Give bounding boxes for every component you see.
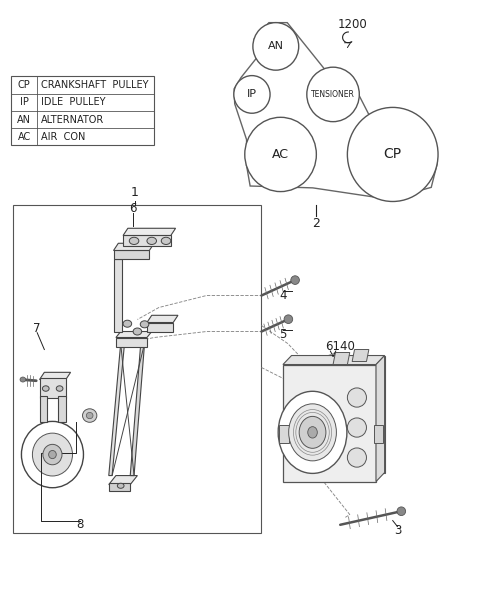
Text: 4: 4	[279, 289, 287, 302]
Ellipse shape	[123, 320, 132, 327]
Ellipse shape	[22, 421, 84, 488]
Ellipse shape	[348, 388, 366, 407]
Ellipse shape	[278, 391, 347, 473]
Text: TENSIONER: TENSIONER	[311, 90, 355, 99]
Text: AC: AC	[272, 148, 289, 161]
Text: 6: 6	[129, 202, 136, 215]
Polygon shape	[373, 425, 383, 443]
Text: 8: 8	[76, 519, 84, 531]
Bar	[13, 206, 262, 532]
Ellipse shape	[83, 409, 97, 422]
Polygon shape	[279, 425, 288, 443]
Text: 6140: 6140	[325, 340, 355, 353]
Ellipse shape	[348, 448, 366, 467]
Ellipse shape	[56, 386, 63, 391]
Ellipse shape	[117, 483, 124, 488]
Polygon shape	[114, 250, 149, 259]
Text: 2: 2	[312, 217, 320, 230]
Text: IP: IP	[20, 97, 28, 107]
Polygon shape	[123, 236, 171, 245]
Ellipse shape	[245, 118, 316, 192]
Polygon shape	[116, 332, 152, 338]
Polygon shape	[147, 315, 178, 323]
Polygon shape	[147, 323, 173, 332]
Text: AIR  CON: AIR CON	[40, 132, 85, 142]
Ellipse shape	[308, 427, 317, 438]
Ellipse shape	[43, 444, 62, 465]
Ellipse shape	[253, 23, 299, 70]
Ellipse shape	[140, 321, 149, 328]
Polygon shape	[114, 243, 154, 250]
Ellipse shape	[397, 507, 406, 516]
Polygon shape	[109, 344, 124, 476]
Text: IDLE  PULLEY: IDLE PULLEY	[40, 97, 105, 107]
Polygon shape	[283, 365, 376, 482]
Ellipse shape	[348, 107, 438, 201]
Text: IP: IP	[247, 89, 257, 99]
Polygon shape	[333, 353, 350, 365]
Ellipse shape	[147, 237, 156, 244]
Polygon shape	[39, 396, 47, 421]
Ellipse shape	[307, 67, 360, 122]
Text: AC: AC	[17, 132, 31, 142]
Text: CRANKSHAFT  PULLEY: CRANKSHAFT PULLEY	[40, 80, 148, 90]
Polygon shape	[130, 344, 144, 476]
Bar	[11, 77, 154, 145]
Text: 1200: 1200	[337, 19, 367, 31]
Text: 7: 7	[34, 322, 41, 335]
Ellipse shape	[20, 377, 26, 382]
Polygon shape	[283, 356, 384, 365]
Polygon shape	[123, 229, 176, 236]
Ellipse shape	[234, 75, 270, 113]
Ellipse shape	[129, 237, 139, 244]
Polygon shape	[109, 476, 137, 485]
Ellipse shape	[284, 315, 293, 324]
Text: AN: AN	[17, 115, 31, 125]
Polygon shape	[291, 356, 384, 473]
Polygon shape	[352, 350, 369, 362]
Text: ALTERNATOR: ALTERNATOR	[40, 115, 104, 125]
Ellipse shape	[161, 237, 171, 244]
Polygon shape	[109, 483, 130, 491]
Text: AN: AN	[268, 42, 284, 51]
Text: 3: 3	[394, 524, 401, 537]
Polygon shape	[58, 396, 66, 421]
Polygon shape	[39, 378, 66, 397]
Text: 5: 5	[279, 328, 287, 341]
Ellipse shape	[33, 433, 72, 476]
Text: CP: CP	[18, 80, 30, 90]
Text: CP: CP	[384, 148, 402, 162]
Ellipse shape	[348, 418, 366, 437]
Ellipse shape	[133, 328, 142, 335]
Ellipse shape	[42, 386, 49, 391]
Ellipse shape	[291, 276, 300, 285]
Polygon shape	[116, 338, 147, 347]
Ellipse shape	[299, 417, 326, 448]
Ellipse shape	[48, 450, 56, 459]
Text: 1: 1	[131, 186, 139, 200]
Polygon shape	[114, 259, 121, 332]
Ellipse shape	[86, 412, 93, 418]
Polygon shape	[39, 372, 71, 379]
Polygon shape	[376, 356, 384, 482]
Ellipse shape	[288, 404, 336, 461]
